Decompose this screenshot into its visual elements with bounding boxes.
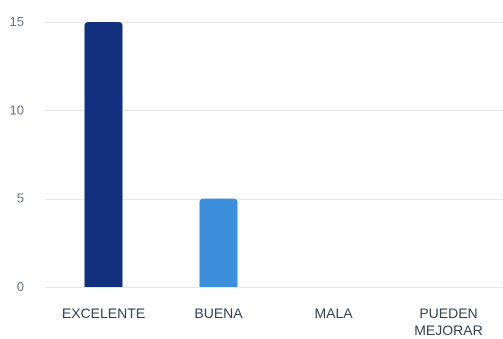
x-category-label-line: PUEDEN xyxy=(419,305,477,321)
bar-excelente xyxy=(84,22,123,287)
x-category-label-line: EXCELENTE xyxy=(62,305,145,321)
x-axis-labels: EXCELENTE BUENA MALA PUEDEN MEJORAR xyxy=(62,305,483,338)
y-tick-label: 0 xyxy=(17,279,24,294)
y-tick-label: 15 xyxy=(10,14,24,29)
x-category-label: PUEDEN MEJORAR xyxy=(414,305,482,338)
x-category-label-line: MEJORAR xyxy=(414,322,482,338)
x-category-label: EXCELENTE xyxy=(62,305,145,321)
y-tick-label: 5 xyxy=(17,191,24,206)
y-tick-label: 10 xyxy=(10,102,24,117)
x-category-label: BUENA xyxy=(194,305,243,321)
x-category-label-line: BUENA xyxy=(194,305,243,321)
bar-buena xyxy=(199,198,238,287)
x-category-label: MALA xyxy=(314,305,353,321)
x-category-label-line: MALA xyxy=(314,305,353,321)
bars xyxy=(84,22,238,287)
y-axis-ticks: 0 5 10 15 xyxy=(10,14,24,294)
